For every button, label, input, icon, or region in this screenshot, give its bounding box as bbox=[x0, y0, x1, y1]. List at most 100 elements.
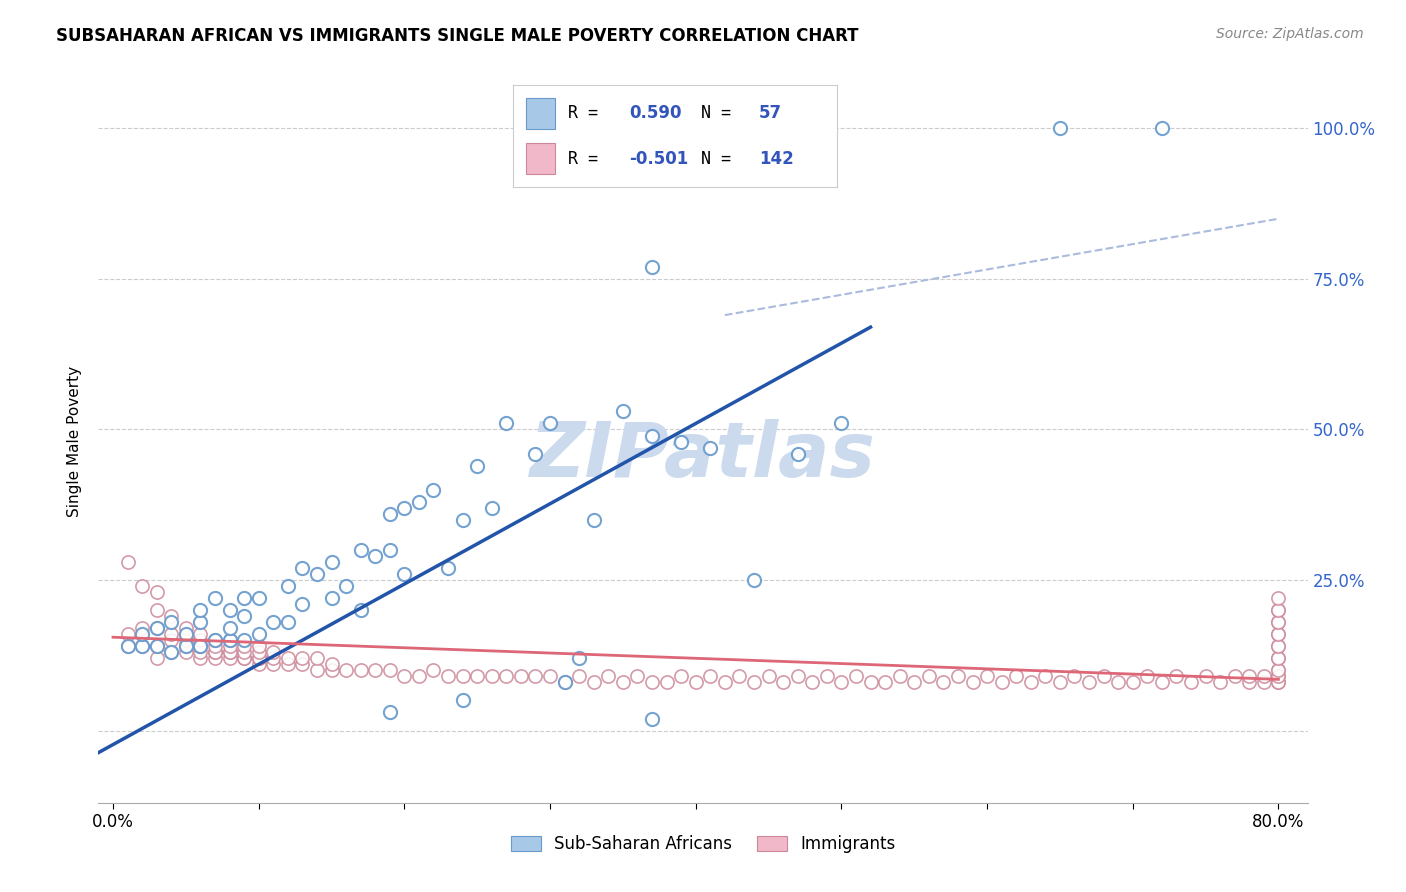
Point bbox=[174, 639, 197, 653]
Point bbox=[160, 633, 183, 648]
Point bbox=[131, 627, 153, 641]
Point bbox=[451, 513, 474, 527]
Point bbox=[378, 706, 401, 720]
Point bbox=[277, 651, 299, 665]
Point bbox=[174, 627, 197, 641]
Point bbox=[437, 561, 460, 575]
Point bbox=[524, 669, 547, 683]
Point bbox=[190, 633, 212, 648]
Point bbox=[247, 657, 270, 672]
Point bbox=[145, 585, 167, 599]
Point bbox=[1253, 669, 1275, 683]
Point bbox=[321, 664, 343, 678]
Text: SUBSAHARAN AFRICAN VS IMMIGRANTS SINGLE MALE POVERTY CORRELATION CHART: SUBSAHARAN AFRICAN VS IMMIGRANTS SINGLE … bbox=[56, 27, 859, 45]
Point bbox=[190, 639, 212, 653]
Point bbox=[1209, 675, 1232, 690]
Point bbox=[1267, 615, 1289, 630]
Point bbox=[742, 675, 765, 690]
Point bbox=[481, 669, 503, 683]
Point bbox=[247, 651, 270, 665]
Point bbox=[582, 675, 605, 690]
Point bbox=[830, 675, 852, 690]
Point bbox=[1078, 675, 1101, 690]
Point bbox=[378, 664, 401, 678]
Point bbox=[350, 664, 373, 678]
Point bbox=[1150, 675, 1173, 690]
Point bbox=[845, 669, 868, 683]
Point bbox=[612, 675, 634, 690]
Point bbox=[174, 627, 197, 641]
Point bbox=[875, 675, 897, 690]
Point bbox=[598, 669, 620, 683]
Point bbox=[145, 621, 167, 635]
Point bbox=[378, 507, 401, 521]
Point bbox=[262, 657, 284, 672]
Point bbox=[641, 675, 664, 690]
Text: Source: ZipAtlas.com: Source: ZipAtlas.com bbox=[1216, 27, 1364, 41]
Point bbox=[451, 693, 474, 707]
Text: 57: 57 bbox=[759, 104, 782, 122]
Point bbox=[1267, 639, 1289, 653]
Point bbox=[786, 669, 808, 683]
Point bbox=[1063, 669, 1085, 683]
Point bbox=[218, 633, 240, 648]
Text: 0.590: 0.590 bbox=[630, 104, 682, 122]
Point bbox=[160, 645, 183, 659]
Point bbox=[247, 639, 270, 653]
Legend: Sub-Saharan Africans, Immigrants: Sub-Saharan Africans, Immigrants bbox=[503, 828, 903, 860]
Point bbox=[247, 627, 270, 641]
Point bbox=[204, 651, 226, 665]
Point bbox=[990, 675, 1012, 690]
Point bbox=[247, 645, 270, 659]
Point bbox=[1267, 669, 1289, 683]
Point bbox=[568, 651, 591, 665]
Point bbox=[160, 609, 183, 624]
Point bbox=[1223, 669, 1246, 683]
Point bbox=[422, 664, 444, 678]
Point bbox=[408, 494, 430, 508]
Point bbox=[145, 603, 167, 617]
Point bbox=[117, 639, 139, 653]
Point bbox=[554, 675, 576, 690]
Point bbox=[378, 542, 401, 557]
Point bbox=[204, 639, 226, 653]
Point bbox=[509, 669, 531, 683]
Point bbox=[190, 639, 212, 653]
Point bbox=[145, 651, 167, 665]
Point bbox=[277, 615, 299, 630]
Point bbox=[145, 639, 167, 653]
Point bbox=[451, 669, 474, 683]
Point bbox=[174, 645, 197, 659]
Point bbox=[815, 669, 838, 683]
Point bbox=[247, 651, 270, 665]
Point bbox=[1267, 675, 1289, 690]
Point bbox=[131, 579, 153, 593]
Point bbox=[394, 669, 416, 683]
Point bbox=[962, 675, 984, 690]
Point bbox=[932, 675, 955, 690]
Text: N =: N = bbox=[700, 150, 741, 168]
Text: ZIPatlas: ZIPatlas bbox=[530, 419, 876, 493]
Point bbox=[641, 712, 664, 726]
Point bbox=[495, 669, 517, 683]
Point bbox=[1005, 669, 1028, 683]
Y-axis label: Single Male Poverty: Single Male Poverty bbox=[67, 366, 83, 517]
Point bbox=[1049, 121, 1071, 136]
Point bbox=[190, 645, 212, 659]
Point bbox=[335, 664, 357, 678]
Point bbox=[903, 675, 925, 690]
Point bbox=[1267, 675, 1289, 690]
Point bbox=[524, 446, 547, 460]
Point bbox=[160, 615, 183, 630]
Point bbox=[305, 567, 328, 582]
Point bbox=[305, 651, 328, 665]
Point bbox=[233, 609, 256, 624]
Point bbox=[946, 669, 969, 683]
Point bbox=[976, 669, 998, 683]
Point bbox=[145, 639, 167, 653]
Point bbox=[772, 675, 794, 690]
Point bbox=[204, 633, 226, 648]
Point bbox=[394, 567, 416, 582]
Point bbox=[291, 657, 314, 672]
Point bbox=[204, 645, 226, 659]
